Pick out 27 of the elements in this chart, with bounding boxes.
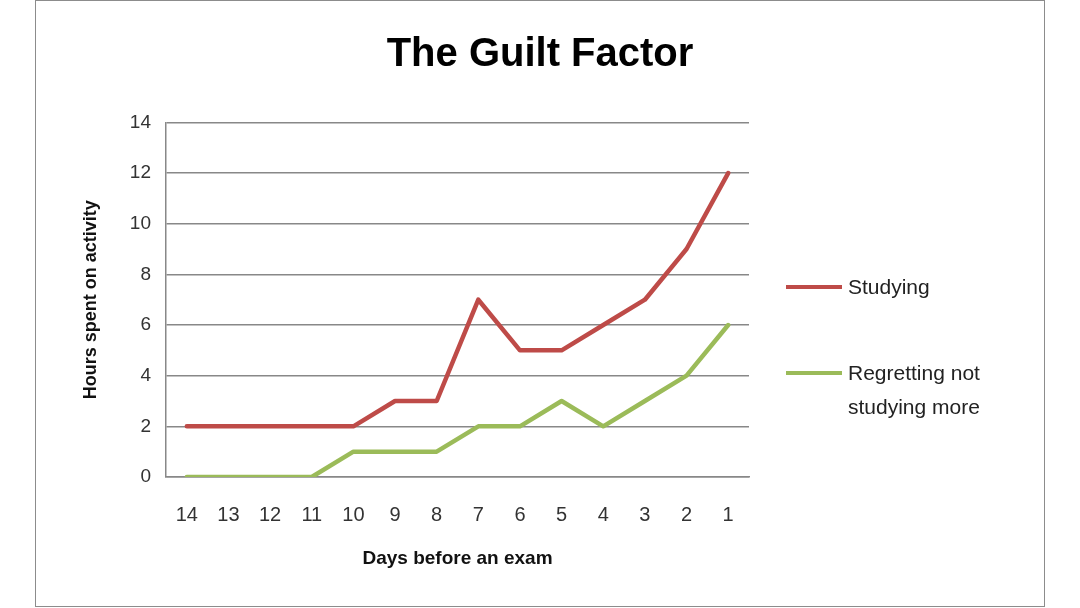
x-tick-label: 6 [514,502,526,525]
y-tick-label: 2 [140,414,151,436]
y-tick-label: 0 [140,465,151,487]
x-tick-label: 13 [217,502,240,525]
x-tick-label: 12 [258,502,282,525]
x-tick-label: 8 [431,502,443,525]
x-tick-label: 14 [175,502,198,525]
y-axis-title: Hours spent on activity [79,200,100,400]
y-tick-label: 12 [129,161,151,183]
chart-title: The Guilt Factor [385,29,695,76]
x-tick-label: 1 [722,502,734,525]
legend-label: Regretting not studying more [848,360,981,420]
x-tick-label: 3 [639,502,651,525]
x-axis-title: Days before an exam [362,546,553,568]
y-tick-label: 4 [140,363,152,385]
x-tick-label: 10 [342,502,365,525]
x-tick-label: 4 [597,502,609,525]
y-tick-label: 8 [140,262,151,284]
x-tick-label: 9 [389,502,401,525]
x-tick-label: 7 [472,502,484,525]
y-tick-label: 14 [129,110,152,132]
y-tick-label: 10 [129,211,151,233]
x-tick-label: 5 [556,502,568,525]
x-tick-label: 11 [301,502,323,525]
y-tick-label: 6 [140,313,151,335]
x-tick-label: 2 [680,502,693,525]
legend-label: Studying [848,274,931,300]
